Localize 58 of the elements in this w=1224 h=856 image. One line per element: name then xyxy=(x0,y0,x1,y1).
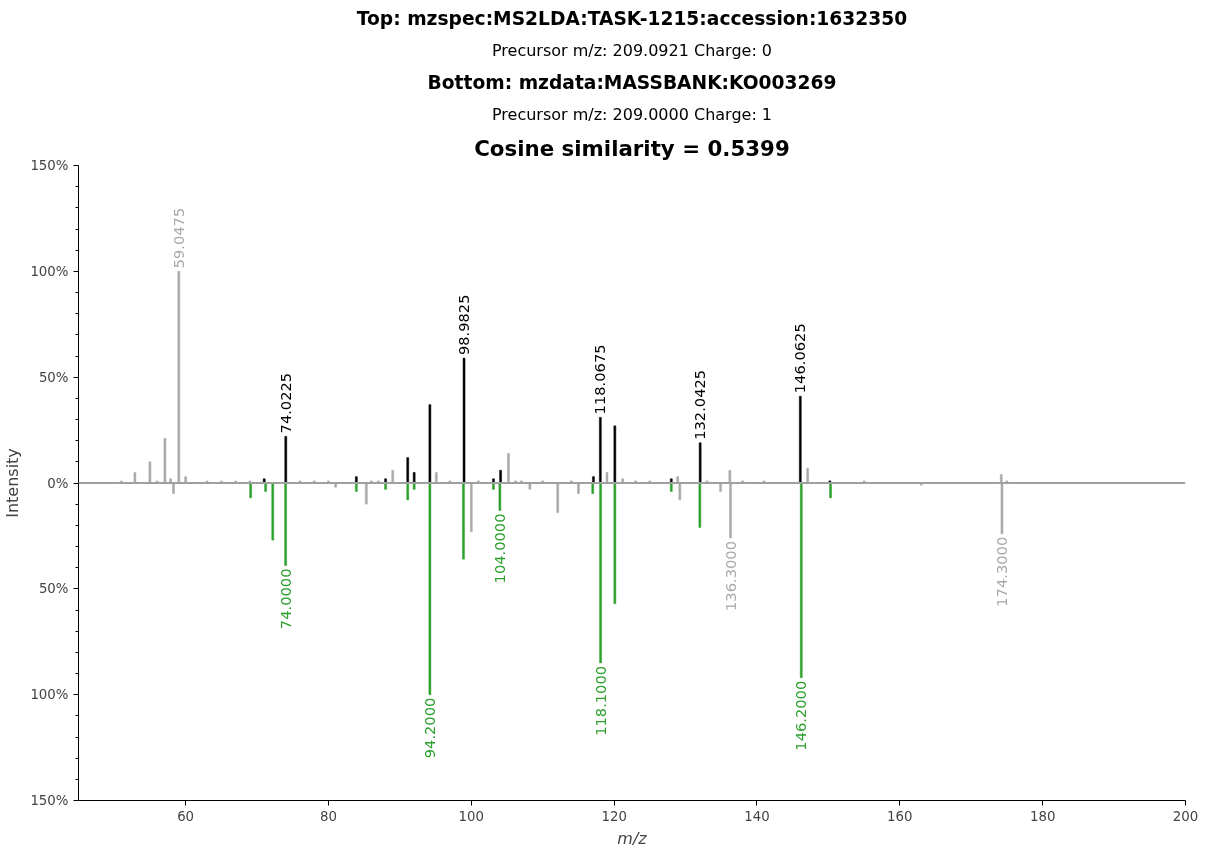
y-tick-label: 0% xyxy=(47,475,69,491)
bar xyxy=(284,436,288,484)
annotation: 98.9825 xyxy=(455,294,473,356)
y-tick-label: 50% xyxy=(38,369,69,385)
bar xyxy=(599,417,602,484)
annotation: 174.3000 xyxy=(992,536,1010,607)
annotation: 74.0000 xyxy=(276,568,294,630)
annotation: 74.0225 xyxy=(276,372,294,434)
x-axis-title: m/z xyxy=(617,828,648,848)
y-tick-label: 100% xyxy=(30,687,69,703)
bar xyxy=(499,470,502,484)
chart-title: Cosine similarity = 0.5399 xyxy=(474,135,790,161)
annotation: 104.0000 xyxy=(490,513,508,584)
bar xyxy=(613,425,617,484)
y-tick-label: 100% xyxy=(30,263,69,279)
x-tick-label: 100 xyxy=(458,808,485,824)
x-tick-label: 140 xyxy=(744,808,770,824)
y-tick-label: 50% xyxy=(38,581,69,597)
x-tick-label: 160 xyxy=(887,808,913,824)
annotation: 146.0625 xyxy=(791,323,809,394)
chart-subtitle: Precursor m/z: 209.0921 Charge: 0 xyxy=(491,40,773,60)
annotation: 132.0425 xyxy=(691,369,709,440)
bar xyxy=(284,482,287,566)
bar xyxy=(249,482,252,499)
annotation: 118.1000 xyxy=(591,665,609,736)
bar xyxy=(800,482,803,678)
bar xyxy=(462,482,465,560)
bar xyxy=(698,482,702,528)
x-tick-label: 200 xyxy=(1172,808,1199,824)
annotation: 59.0475 xyxy=(169,207,187,269)
bar xyxy=(462,357,466,484)
bar xyxy=(799,395,802,484)
bar xyxy=(829,482,832,499)
bar xyxy=(428,404,432,484)
bar xyxy=(271,482,275,541)
annotation: 136.3000 xyxy=(721,541,739,611)
bar xyxy=(498,482,502,511)
bar xyxy=(406,482,409,501)
text: Bottom: mzdata:MASSBANK:KO003269 xyxy=(427,71,837,93)
text: Top: mzspec:MS2LDA:TASK-1215:accession:1632350 xyxy=(356,7,908,29)
text: Precursor m/z: 209.0000 Charge: 1 xyxy=(491,104,773,124)
bar xyxy=(428,482,432,695)
y-tick-label: 150% xyxy=(30,158,69,173)
bar xyxy=(591,482,594,494)
x-tick-label: 60 xyxy=(177,808,195,824)
annotation: 118.0675 xyxy=(591,344,609,415)
bar xyxy=(698,442,702,484)
x-tick-label: 180 xyxy=(1029,808,1056,824)
bar xyxy=(599,482,602,664)
annotation: 94.2000 xyxy=(420,697,438,759)
x-tick-label: 120 xyxy=(601,808,627,824)
x-tick-label: 80 xyxy=(319,808,337,824)
bar xyxy=(412,472,416,484)
bar xyxy=(406,457,409,484)
y-axis-title: Intensity xyxy=(3,448,23,518)
y-tick-label: 150% xyxy=(30,793,69,808)
annotation: 146.2000 xyxy=(792,680,810,751)
bar xyxy=(613,482,617,604)
